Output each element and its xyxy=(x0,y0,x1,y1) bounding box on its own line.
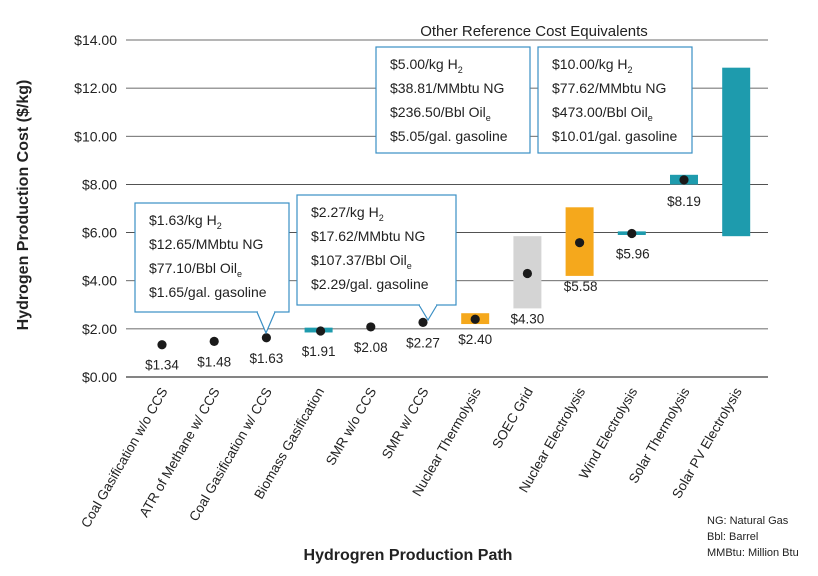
data-points xyxy=(157,175,689,350)
callout-line: $107.37/Bbl Oile xyxy=(311,252,412,271)
category-label: Wind Electrolysis xyxy=(576,385,641,482)
data-point xyxy=(316,326,326,336)
category-label: SMR w/o CCS xyxy=(323,385,379,468)
callout-frame xyxy=(375,46,531,154)
data-point xyxy=(157,340,167,350)
callout-line: $17.62/MMbtu NG xyxy=(311,228,425,244)
subscript: e xyxy=(648,113,653,123)
callout-line: $1.65/gal. gasoline xyxy=(149,284,267,300)
callout-frame xyxy=(537,46,693,154)
x-axis-title: Hydrogren Production Path xyxy=(304,547,513,564)
callout-pointer xyxy=(256,311,276,335)
category-label: SMR w/ CCS xyxy=(379,385,432,461)
callout-line: $10.00/kg H2 xyxy=(552,56,633,75)
data-point xyxy=(627,228,637,239)
y-tick-label: $10.00 xyxy=(74,128,117,144)
data-point xyxy=(575,238,585,248)
y-tick-label: $2.00 xyxy=(82,321,117,337)
point-value-label: $2.27 xyxy=(406,335,440,350)
reference-callouts: $1.63/kg H2 $12.65/MMbtu NG $77.10/Bbl Oil… xyxy=(134,46,693,335)
point-value-label: $1.48 xyxy=(197,354,231,369)
subscript: e xyxy=(486,113,491,123)
data-point xyxy=(261,333,271,343)
point-value-label: $4.30 xyxy=(511,311,545,326)
point-value-labels: $1.34 $1.48 $1.63 $1.91 $2.08 $2.27 $2.40 $4.30… xyxy=(145,194,701,373)
range-bar xyxy=(722,67,751,237)
y-tick-labels: $0.00 $2.00 $4.00 $6.00 $8.00 $10.00 $12.00 $14… xyxy=(74,32,117,385)
callout-pointer xyxy=(418,304,438,322)
data-point xyxy=(366,322,376,332)
point-value-label: $5.58 xyxy=(564,279,598,294)
y-tick-label: $4.00 xyxy=(82,273,117,289)
callout-line: $77.62/MMbtu NG xyxy=(552,80,666,96)
y-tick-label: $8.00 xyxy=(82,176,117,192)
data-point xyxy=(209,336,219,346)
data-point xyxy=(522,268,533,279)
data-point xyxy=(470,314,480,324)
subscript: 2 xyxy=(628,65,633,75)
callout-frame xyxy=(296,194,457,306)
callout-line: $77.10/Bbl Oile xyxy=(149,260,242,279)
callout-line: $10.01/gal. gasoline xyxy=(552,128,678,144)
callout-line: $2.27/kg H2 xyxy=(311,204,384,223)
point-value-label: $2.08 xyxy=(354,340,388,355)
data-point xyxy=(418,317,428,327)
subscript: 2 xyxy=(458,65,463,75)
category-label: Coal Gasification w/o CCS xyxy=(78,385,171,530)
subscript: 2 xyxy=(217,221,222,231)
callout-line: $236.50/Bbl Oile xyxy=(390,104,491,123)
callout-line: $5.05/gal. gasoline xyxy=(390,128,508,144)
point-value-label: $5.96 xyxy=(616,247,650,262)
subscript: 2 xyxy=(379,213,384,223)
point-value-label: $1.91 xyxy=(302,344,336,359)
reference-callout-box: $1.63/kg H2 $12.65/MMbtu NG $77.10/Bbl Oil… xyxy=(134,202,290,335)
reference-callout-box: $2.27/kg H2 $17.62/MMbtu NG $107.37/Bbl Oi… xyxy=(296,194,457,322)
y-tick-label: $0.00 xyxy=(82,369,117,385)
callout-line: $473.00/Bbl Oile xyxy=(552,104,653,123)
subscript: e xyxy=(407,261,412,271)
y-tick-label: $6.00 xyxy=(82,225,117,241)
y-tick-label: $14.00 xyxy=(74,32,117,48)
category-label: SOEC Grid xyxy=(489,385,536,451)
reference-header: Other Reference Cost Equivalents xyxy=(420,23,648,40)
y-tick-label: $12.00 xyxy=(74,80,117,96)
callout-frame xyxy=(134,202,290,313)
subscript: e xyxy=(237,269,242,279)
point-value-label: $1.63 xyxy=(250,351,284,366)
callout-line: $5.00/kg H2 xyxy=(390,56,463,75)
callout-line: $38.81/MMbtu NG xyxy=(390,80,504,96)
y-axis-title: Hydrogen Production Cost ($/kg) xyxy=(15,80,32,331)
note-ng: NG: Natural Gas xyxy=(707,515,789,527)
callout-line: $2.29/gal. gasoline xyxy=(311,276,429,292)
point-value-label: $1.34 xyxy=(145,358,179,373)
point-value-label: $8.19 xyxy=(667,194,701,209)
abbreviation-notes: NG: Natural Gas Bbl: Barrel MMBtu: Milli… xyxy=(707,513,799,561)
callout-line: $1.63/kg H2 xyxy=(149,212,222,231)
data-point xyxy=(679,175,689,185)
reference-callout-box: $10.00/kg H2 $77.62/MMbtu NG $473.00/Bbl O… xyxy=(537,46,693,154)
note-bbl: Bbl: Barrel xyxy=(707,531,759,543)
reference-callout-box: $5.00/kg H2 $38.81/MMbtu NG $236.50/Bbl Oi… xyxy=(375,46,531,154)
point-value-label: $2.40 xyxy=(458,332,492,347)
callout-line: $12.65/MMbtu NG xyxy=(149,236,263,252)
note-mmbtu: MMBtu: Million Btu xyxy=(707,547,799,559)
